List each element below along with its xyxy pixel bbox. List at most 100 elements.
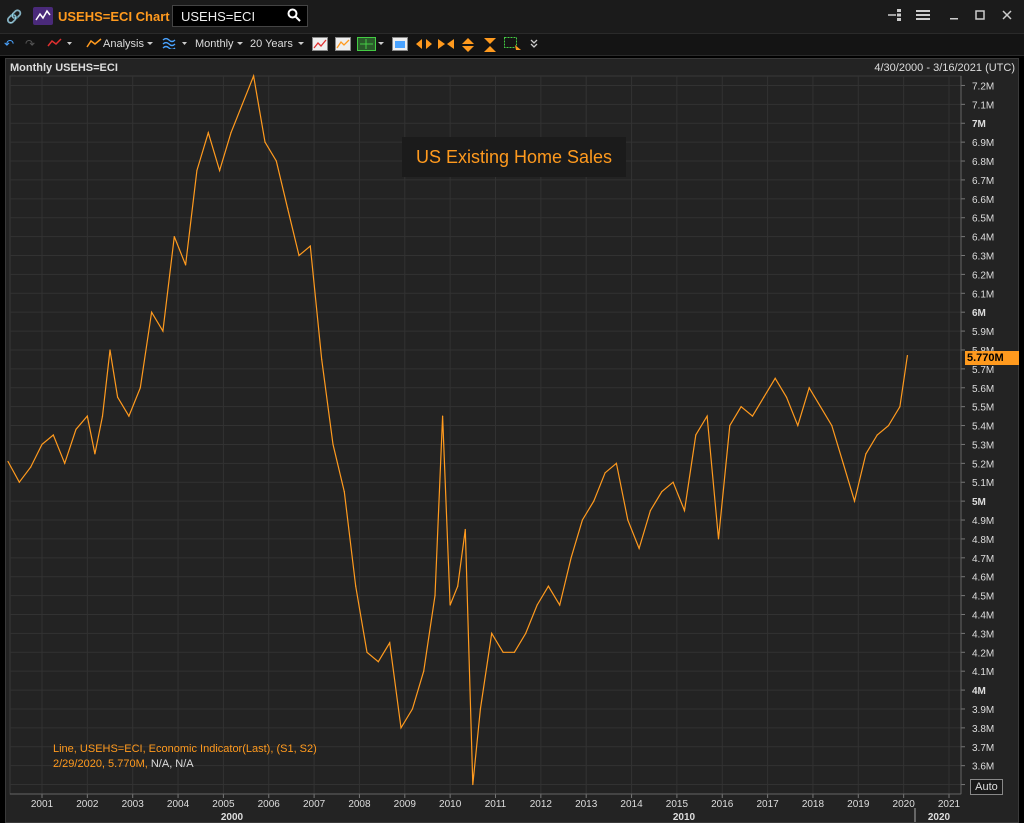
select-zoom-icon[interactable] — [504, 37, 522, 54]
series-points — [7, 75, 909, 786]
data-point — [876, 434, 878, 436]
wave-icon[interactable] — [162, 37, 188, 52]
ticker-search-input[interactable] — [172, 5, 308, 27]
line-style-icon[interactable] — [47, 37, 73, 52]
window-title: USEHS=ECI Chart — [58, 9, 170, 24]
data-point — [355, 585, 357, 587]
data-point — [18, 481, 20, 483]
x-tick-label: 2012 — [530, 799, 553, 810]
chart-type-icon[interactable] — [312, 37, 328, 54]
y-tick-label: 5.4M — [972, 422, 994, 433]
y-tick-label: 6.9M — [972, 138, 994, 149]
y-tick-label: 4.9M — [972, 516, 994, 527]
x-tick-label: 2015 — [666, 799, 689, 810]
x-tick-label: 2005 — [212, 799, 235, 810]
y-tick-label: 4.4M — [972, 611, 994, 622]
data-point — [434, 595, 436, 597]
undo-icon[interactable]: ↶ — [4, 37, 15, 51]
y-tick-label: 7.2M — [972, 81, 994, 92]
data-point — [41, 443, 43, 446]
y-tick-label: 5.2M — [972, 459, 994, 470]
pan-y-icon[interactable] — [460, 37, 476, 56]
data-point — [230, 132, 232, 134]
analysis-icon[interactable] — [86, 37, 102, 52]
data-point — [116, 396, 119, 398]
x-tick-label: 2006 — [258, 799, 281, 810]
minimize-icon[interactable] — [948, 8, 960, 25]
data-point — [207, 132, 209, 134]
data-point — [547, 585, 550, 587]
auto-scale-button[interactable]: Auto — [970, 779, 1003, 795]
y-tick-label: 7.1M — [972, 100, 994, 111]
chevron-down-icon — [147, 37, 153, 52]
y-tick-label: 3.9M — [972, 705, 994, 716]
chevron-down-icon — [298, 37, 304, 52]
data-point — [309, 245, 311, 247]
link-icon[interactable]: 🔗 — [6, 9, 23, 24]
x-tick-label: 2019 — [847, 799, 870, 810]
data-point — [101, 415, 104, 417]
search-icon[interactable] — [287, 8, 301, 27]
data-point — [865, 453, 867, 455]
data-point — [717, 538, 720, 540]
last-value-badge: 5.770M — [965, 351, 1019, 365]
decade-label: 2020 — [928, 812, 951, 823]
interval-dropdown[interactable]: Monthly — [195, 38, 234, 50]
data-point — [264, 141, 266, 143]
menu-icon[interactable] — [915, 8, 931, 25]
data-point — [751, 415, 754, 417]
x-tick-label: 2003 — [122, 799, 145, 810]
range-dropdown[interactable]: 20 Years — [250, 38, 293, 50]
chart-annotation[interactable]: US Existing Home Sales — [402, 137, 626, 177]
data-point — [366, 651, 368, 653]
share-icon[interactable] — [887, 8, 903, 25]
analysis-dropdown[interactable]: Analysis — [103, 38, 144, 50]
data-point — [275, 160, 277, 162]
redo-icon[interactable]: ↷ — [25, 37, 36, 51]
data-point — [638, 547, 640, 549]
data-point — [502, 651, 504, 653]
x-tick-label: 2008 — [348, 799, 371, 810]
data-point — [683, 509, 686, 512]
x-tick-label: 2017 — [756, 799, 779, 810]
y-tick-label: 6.5M — [972, 214, 994, 225]
data-point — [400, 727, 402, 729]
zoom-y-icon[interactable] — [482, 37, 498, 56]
y-tick-label: 5.6M — [972, 384, 994, 395]
data-point — [774, 377, 776, 379]
chart-title: Monthly USEHS=ECI — [10, 62, 118, 74]
data-point — [906, 355, 909, 357]
zoom-x-icon[interactable] — [437, 37, 455, 54]
y-tick-label: 5M — [972, 497, 986, 508]
more-chevron-icon[interactable] — [529, 37, 539, 52]
data-point — [457, 585, 459, 587]
x-tick-label: 2021 — [938, 799, 961, 810]
data-point — [75, 428, 77, 430]
data-point — [797, 424, 799, 427]
data-point — [150, 311, 153, 313]
chart-app-icon — [33, 7, 53, 25]
data-point — [109, 349, 111, 351]
data-point — [819, 406, 822, 408]
close-icon[interactable] — [1001, 8, 1013, 25]
x-tick-label: 2018 — [802, 799, 825, 810]
y-gridlines — [10, 84, 961, 786]
data-point — [52, 434, 54, 436]
x-tick-label: 2009 — [394, 799, 417, 810]
maximize-icon[interactable] — [974, 8, 986, 25]
y-tick-label: 4.6M — [972, 573, 994, 584]
data-point — [706, 415, 708, 417]
scroll-icon[interactable] — [415, 37, 433, 54]
data-point — [128, 415, 130, 417]
x-gridlines — [41, 76, 950, 794]
data-point — [332, 443, 334, 446]
crosshair-icon[interactable] — [357, 37, 385, 54]
data-point — [570, 557, 572, 559]
data-point — [491, 632, 493, 634]
y-tick-label: 4.7M — [972, 554, 994, 565]
compare-icon[interactable] — [335, 37, 351, 54]
calendar-icon[interactable] — [392, 37, 408, 54]
y-tick-label: 6M — [972, 308, 986, 319]
data-point — [525, 632, 527, 634]
